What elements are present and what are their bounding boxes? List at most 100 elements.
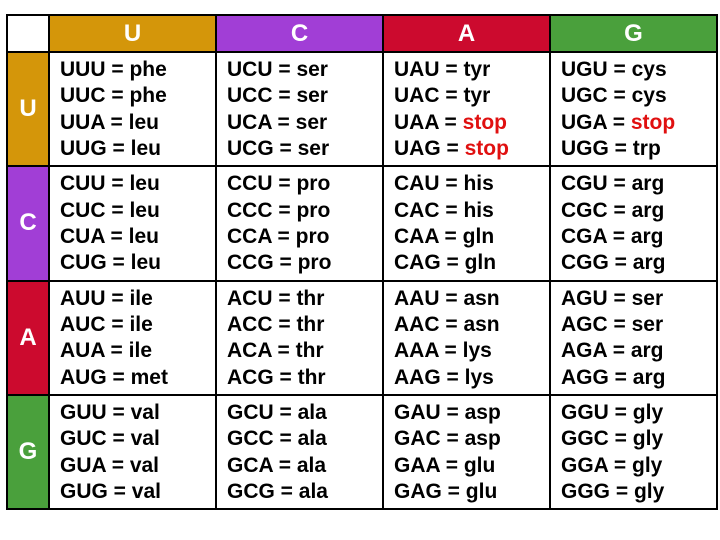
amino-acid: pro: [297, 251, 332, 275]
codon: GCC: [227, 427, 274, 451]
codon-entry: CAA = gln: [394, 225, 495, 249]
row-header-a: A: [8, 281, 50, 396]
codon: CUA: [60, 225, 105, 249]
amino-acid: ala: [296, 453, 327, 477]
codon: GCG: [227, 479, 275, 503]
row-header-u: U: [8, 53, 50, 168]
amino-acid: lys: [464, 365, 494, 389]
amino-acid: arg: [630, 339, 664, 363]
codon: CUG: [60, 251, 107, 275]
codon-entry: GGU = gly: [561, 400, 664, 424]
amino-acid: gly: [632, 453, 663, 477]
codon-entry: AAG = lys: [394, 365, 494, 389]
stop-codon-label: stop: [630, 110, 676, 134]
amino-acid: thr: [295, 339, 324, 363]
codon-entry: UCC = ser: [227, 84, 328, 108]
codon-entry: AUC = ile: [60, 312, 153, 336]
amino-acid: ile: [129, 286, 153, 310]
codon-block: UUU = phe UUC = phe UUA = leu UUG = leu: [50, 53, 217, 168]
codon: AUC: [60, 312, 106, 336]
codon-block: CCU = pro CCC = pro CCA = pro CCG = pro: [217, 167, 384, 282]
codon-entry: CCG = pro: [227, 251, 332, 275]
codon: AUG: [60, 365, 107, 389]
amino-acid: trp: [632, 137, 661, 161]
codon-block: GCU = ala GCC = ala GCA = ala GCG = ala: [217, 395, 384, 510]
amino-acid: arg: [631, 198, 665, 222]
codon: UUU: [60, 58, 106, 82]
amino-acid: glu: [463, 453, 496, 477]
codon-block: UCU = ser UCC = ser UCA = ser UCG = ser: [217, 53, 384, 168]
codon-entry: CGU = arg: [561, 172, 665, 196]
amino-acid: glu: [465, 479, 498, 503]
codon: AGU: [561, 286, 608, 310]
codon-entry: GGA = gly: [561, 453, 663, 477]
codon: CAA: [394, 225, 439, 249]
codon: ACG: [227, 365, 274, 389]
codon: CGG: [561, 251, 609, 275]
codon: GGU: [561, 400, 609, 424]
codon: AGG: [561, 365, 609, 389]
codon-entry: UUG = leu: [60, 137, 161, 161]
codon: GGG: [561, 479, 611, 503]
amino-acid: asn: [463, 286, 500, 310]
codon: ACA: [227, 339, 272, 363]
amino-acid: asp: [464, 400, 501, 424]
codon: UGC: [561, 84, 608, 108]
codon-entry: AGC = ser: [561, 312, 664, 336]
codon-entry: CGG = arg: [561, 251, 666, 275]
amino-acid: ser: [295, 110, 328, 134]
codon-entry: UUA = leu: [60, 110, 159, 134]
codon: CCU: [227, 172, 273, 196]
codon-entry: CAG = gln: [394, 251, 497, 275]
codon-entry: AGU = ser: [561, 286, 664, 310]
codon-block: UAU = tyr UAC = tyr UAA = stop UAG = stop: [384, 53, 551, 168]
column-header-g: G: [551, 16, 718, 53]
amino-acid: gln: [462, 225, 495, 249]
row-header-c: C: [8, 167, 50, 282]
amino-acid: ala: [298, 479, 328, 503]
codon-entry: ACG = thr: [227, 365, 326, 389]
codon-block: AUU = ile AUC = ile AUA = ile AUG = met: [50, 281, 217, 396]
codon: ACU: [227, 286, 273, 310]
amino-acid: val: [131, 479, 161, 503]
amino-acid: asp: [464, 427, 501, 451]
amino-acid: phe: [129, 58, 167, 82]
codon-entry: CUG = leu: [60, 251, 161, 275]
amino-acid: ser: [296, 58, 328, 82]
codon-entry: AUA = ile: [60, 339, 153, 363]
codon-entry: UUU = phe: [60, 58, 167, 82]
amino-acid: leu: [129, 172, 160, 196]
stop-codon-label: stop: [464, 137, 509, 161]
amino-acid: val: [130, 427, 160, 451]
codon-entry: CCA = pro: [227, 225, 330, 249]
amino-acid: ser: [297, 137, 330, 161]
amino-acid: pro: [296, 172, 331, 196]
codon-entry: CAC = his: [394, 198, 494, 222]
codon-entry: ACC = thr: [227, 312, 325, 336]
codon: GAA: [394, 453, 440, 477]
codon: CCA: [227, 225, 272, 249]
codon: GGC: [561, 427, 609, 451]
codon: CGU: [561, 172, 608, 196]
codon-entry: CAU = his: [394, 172, 494, 196]
codon-entry: CUA = leu: [60, 225, 159, 249]
codon-block: AGU = ser AGC = ser AGA = arg AGG = arg: [551, 281, 718, 396]
codon-entry: GCA = ala: [227, 453, 327, 477]
codon: GUG: [60, 479, 108, 503]
amino-acid: ile: [129, 312, 153, 336]
amino-acid: thr: [296, 312, 325, 336]
codon-entry: AUG = met: [60, 365, 168, 389]
row-header-g: G: [8, 395, 50, 510]
codon: UCG: [227, 137, 274, 161]
codon-entry: UAU = tyr: [394, 58, 491, 82]
codon: CCC: [227, 198, 273, 222]
amino-acid: cys: [631, 84, 667, 108]
amino-acid: thr: [297, 365, 326, 389]
amino-acid: his: [463, 198, 494, 222]
codon: UUG: [60, 137, 107, 161]
codon-entry: GAU = asp: [394, 400, 501, 424]
codon-entry: GCC = ala: [227, 427, 327, 451]
codon-entry: ACA = thr: [227, 339, 324, 363]
codon-entry: GUA = val: [60, 453, 160, 477]
codon-entry: UGU = cys: [561, 58, 667, 82]
